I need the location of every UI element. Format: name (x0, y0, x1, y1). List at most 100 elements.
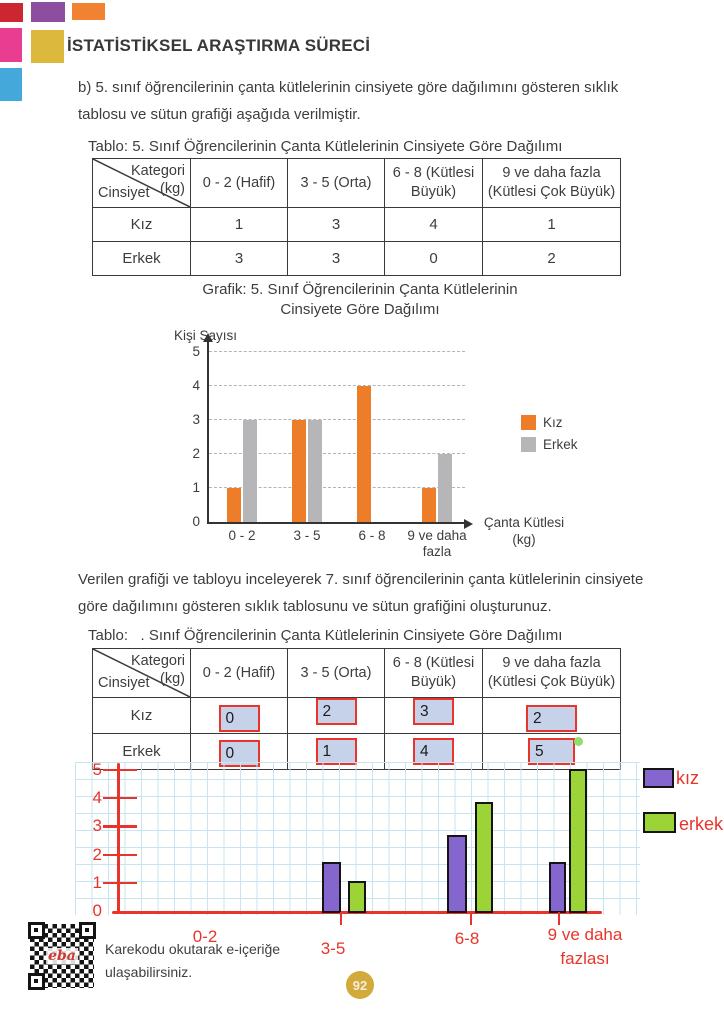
qr-caption-line1: Karekodu okutarak e-içeriğe (105, 941, 281, 957)
row-label: Kız (92, 207, 191, 242)
x-tick-mark (558, 912, 561, 925)
answer-box: 4 (413, 738, 454, 765)
column-header: 3 - 5 (Orta) (287, 648, 385, 698)
bar-kız-3-5 (322, 862, 341, 913)
y-tick-label: 4 (192, 378, 200, 393)
task-paragraph: Verilen grafiği ve tabloyu inceleyerek 7… (78, 571, 644, 615)
bar-kız-3 - 5 (292, 420, 306, 522)
x-category-label: 0-2 (192, 927, 218, 946)
y-tick-label: 5 (92, 760, 102, 779)
column-header: 9 ve daha fazla (Kütlesi Çok Büyük) (482, 648, 621, 698)
diagonal-divider (93, 159, 190, 207)
green-check-dot (573, 737, 583, 746)
gridline (209, 385, 465, 386)
legend-erkek-label: erkek (679, 814, 724, 834)
y-axis (207, 342, 209, 522)
cell-value: 3 (287, 241, 385, 276)
x-axis-label: Çanta Kütlesi (kg) (483, 515, 565, 547)
y-tick-mark (103, 797, 137, 800)
cell-value: 0 (384, 241, 483, 276)
legend-kiz-label: Kız (543, 415, 563, 430)
y-tick-label: 3 (192, 412, 200, 427)
page-title: İSTATİSTİKSEL ARAŞTIRMA SÜRECİ (67, 36, 371, 55)
cell-value: 3 (287, 207, 385, 242)
y-tick-label: 0 (92, 901, 102, 920)
column-header: 6 - 8 (Kütlesi Büyük) (384, 648, 483, 698)
gridline (209, 419, 465, 420)
corner-label-kg: (kg) (160, 181, 185, 197)
answer-box: 2 (526, 705, 577, 732)
corner-label-kategori: Kategori (130, 163, 185, 179)
bar-kız-6-8 (447, 835, 467, 913)
frequency-table-grade5: Kategori (kg) Cinsiyet 0 - 2 (Hafif) 3 -… (92, 158, 621, 276)
x-category-label: 6-8 (454, 929, 480, 948)
y-axis-arrow (202, 333, 213, 342)
corner-label-cinsiyet: Cinsiyet (98, 185, 150, 201)
cell-value: 4 (384, 207, 483, 242)
answer-box: 2 (315, 698, 357, 725)
decor-square-orange (72, 3, 105, 20)
legend-erkek-swatch (643, 812, 676, 833)
decor-square-purple (31, 2, 65, 22)
qr-caption: Karekodu okutarak e-içeriğe ulaşabilirsi… (105, 938, 280, 984)
answer-box: 3 (413, 698, 454, 725)
x-category-label: 6 - 8 (358, 528, 386, 543)
legend-kiz-label: kız (676, 768, 700, 788)
intro-paragraph: b) 5. sınıf öğrencilerinin çanta kütlele… (78, 79, 619, 123)
eba-logo: eba (46, 948, 78, 964)
bar-kız-0 - 2 (227, 488, 241, 522)
y-tick-label: 2 (192, 446, 200, 461)
gridline (209, 351, 465, 352)
x-tick-mark (470, 912, 473, 925)
y-tick-label: 0 (192, 514, 200, 529)
y-tick-label: 1 (192, 480, 200, 495)
y-tick-mark (103, 853, 137, 856)
answer-cell: 3 (384, 697, 483, 734)
column-header: 9 ve daha fazla (Kütlesi Çok Büyük) (482, 158, 621, 208)
corner-cell: Kategori (kg) Cinsiyet (92, 648, 191, 698)
answer-box: 0 (218, 705, 260, 732)
legend-kiz-swatch (643, 768, 674, 788)
y-tick-mark (103, 769, 137, 772)
y-tick-label: 1 (92, 872, 102, 892)
cell-value: 3 (190, 241, 288, 276)
table-row: Kız 1 3 4 1 (92, 207, 621, 242)
column-header: 0 - 2 (Hafif) (190, 158, 288, 208)
answer-cell: 2 (287, 697, 385, 734)
bar-erkek-9 ve daha fazlası (569, 769, 587, 913)
row-label: Kız (92, 697, 191, 734)
bar-erkek-3-5 (348, 880, 366, 913)
bar-erkek-3 - 5 (308, 420, 322, 522)
x-category-label: 9 ve daha fazlası (547, 925, 623, 968)
bar-erkek-9 ve daha fazla (438, 454, 452, 522)
column-header: 6 - 8 (Kütlesi Büyük) (384, 158, 483, 208)
cell-value: 1 (482, 207, 621, 242)
table1-caption: Tablo: 5. Sınıf Öğrencilerinin Çanta Küt… (88, 138, 563, 155)
qr-finder-icon (28, 973, 45, 990)
bar-erkek-6-8 (475, 801, 493, 913)
corner-label-kg: (kg) (160, 671, 185, 687)
legend-erkek-label: Erkek (543, 437, 578, 452)
table-row: Kız 0 2 3 2 (92, 697, 621, 734)
y-tick-label: 5 (192, 344, 200, 359)
decor-square-blue (0, 68, 22, 101)
frequency-table-grade7: Kategori (kg) Cinsiyet 0 - 2 (Hafif) 3 -… (92, 648, 621, 770)
table-row: Erkek 3 3 0 2 (92, 241, 621, 276)
page-number-badge: 92 (346, 971, 374, 999)
x-category-label: 9 ve daha fazla (407, 528, 467, 559)
bar-erkek-0 - 2 (243, 420, 257, 522)
cell-value: 2 (482, 241, 621, 276)
corner-label-cinsiyet: Cinsiyet (98, 675, 150, 691)
table2-caption: Tablo: . Sınıf Öğrencilerinin Çanta Kütl… (88, 627, 563, 644)
bar-kız-9 ve daha fazlası (549, 862, 566, 913)
y-tick-label: 3 (92, 816, 102, 836)
corner-cell: Kategori (kg) Cinsiyet (92, 158, 191, 208)
x-tick-mark (340, 912, 343, 925)
hand-drawn-y-axis (117, 763, 120, 914)
chart1-caption: Grafik: 5. Sınıf Öğrencilerinin Çanta Kü… (202, 281, 518, 318)
gridline (209, 453, 465, 454)
y-tick-label: 4 (92, 788, 102, 808)
qr-finder-icon (79, 922, 96, 939)
